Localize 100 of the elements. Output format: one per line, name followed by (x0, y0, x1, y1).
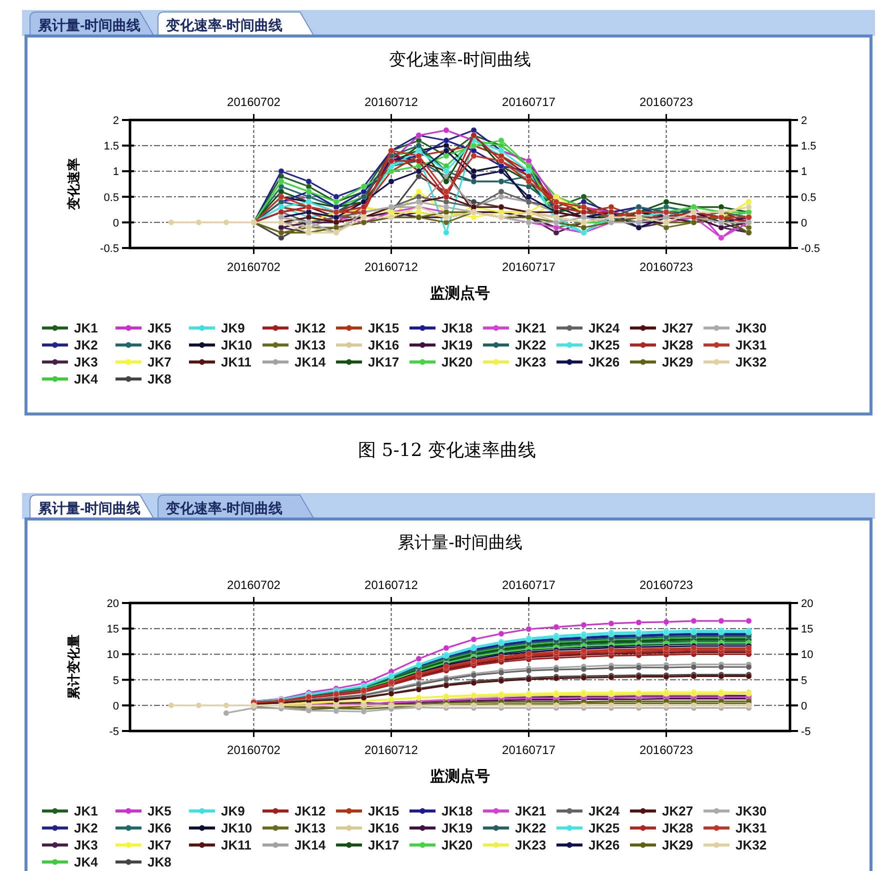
tab: 变化速率-时间曲线 (158, 12, 314, 36)
legend-label: JK3 (74, 354, 98, 370)
legend-label: JK9 (221, 320, 245, 336)
legend-label: JK26 (588, 838, 620, 852)
category-label: 20160723 (640, 743, 693, 757)
legend-label: JK8 (148, 854, 172, 870)
legend-label: JK29 (662, 354, 694, 370)
y-tick-label: 0 (112, 217, 119, 230)
x-axis-title: 监测点号 (430, 768, 490, 785)
legend-label: JK4 (74, 854, 99, 870)
x-tick-label: 20160702 (227, 578, 281, 592)
category-label: 20160712 (364, 743, 418, 757)
legend-label: JK18 (442, 320, 473, 336)
legend-label: JK11 (221, 354, 252, 370)
legend-label: JK27 (662, 320, 694, 336)
category-label: 20160712 (364, 260, 418, 274)
legend-label: JK19 (442, 820, 473, 836)
legend-label: JK32 (736, 838, 767, 852)
x-tick-label: 20160723 (640, 578, 694, 592)
y-tick-label: 20 (106, 598, 119, 610)
legend-label: JK5 (148, 320, 172, 336)
legend-label: JK18 (442, 804, 473, 818)
legend-label: JK8 (148, 372, 172, 386)
legend-label: JK31 (736, 338, 767, 352)
y2-tick-label: 0 (801, 700, 808, 712)
legend-label: JK1 (74, 320, 98, 336)
x-tick-label: 20160723 (640, 95, 694, 109)
legend-label: JK7 (148, 354, 172, 370)
category-label: 20160723 (640, 260, 693, 274)
y-tick-label: -5 (109, 726, 119, 738)
legend-label: JK24 (588, 804, 620, 818)
y2-tick-label: 15 (801, 624, 814, 636)
legend-label: JK25 (588, 820, 620, 836)
y-axis-title: 变化速率 (66, 158, 81, 211)
legend-label: JK10 (221, 820, 252, 836)
legend-label: JK29 (662, 838, 694, 852)
x-axis-title: 监测点号 (430, 285, 490, 302)
legend-label: JK16 (368, 338, 400, 352)
legend-label: JK22 (515, 820, 546, 836)
y2-tick-label: 1 (801, 166, 808, 178)
tab: 累计量-时间曲线 (30, 12, 154, 36)
legend-label: JK32 (736, 354, 767, 370)
legend-label: JK7 (148, 838, 172, 852)
legend-label: JK2 (74, 338, 98, 352)
tab: 累计量-时间曲线 (30, 494, 154, 520)
x-tick-label: 20160712 (364, 578, 418, 592)
legend-label: JK17 (368, 354, 400, 370)
y2-tick-label: 0 (801, 217, 808, 230)
y-tick-label: 2 (112, 115, 119, 127)
y2-tick-label: 2 (801, 115, 808, 127)
legend-label: JK10 (221, 338, 252, 352)
legend-label: JK30 (736, 804, 767, 818)
category-label: 20160702 (227, 260, 280, 274)
x-tick-label: 20160717 (502, 578, 556, 592)
y-tick-label: 1.5 (104, 140, 119, 153)
legend-label: JK13 (294, 820, 326, 836)
category-label: 20160717 (502, 260, 556, 274)
legend-label: JK5 (148, 804, 172, 818)
legend-label: JK23 (515, 838, 546, 852)
legend-label: JK31 (736, 820, 767, 836)
legend-label: JK14 (294, 838, 326, 852)
legend-label: JK21 (515, 804, 546, 818)
legend-label: JK13 (294, 338, 326, 352)
y2-tick-label: 10 (801, 649, 814, 662)
legend-label: JK16 (368, 820, 400, 836)
y-tick-label: 0.5 (104, 192, 119, 204)
category-label: 20160702 (227, 743, 280, 757)
legend-label: JK9 (221, 804, 245, 818)
chart-title: 变化速率-时间曲线 (389, 50, 531, 69)
x-tick-label: 20160712 (364, 95, 418, 109)
y2-tick-label: 20 (801, 598, 814, 610)
legend-label: JK6 (148, 820, 172, 836)
legend-label: JK14 (294, 354, 326, 370)
legend-label: JK20 (442, 838, 473, 852)
legend-label: JK20 (442, 354, 473, 370)
legend-label: JK12 (294, 804, 326, 818)
legend-label: JK15 (368, 804, 400, 818)
legend-label: JK23 (515, 354, 546, 370)
legend-label: JK30 (736, 320, 767, 336)
legend-label: JK25 (588, 338, 620, 352)
legend-label: JK3 (74, 838, 98, 852)
legend-label: JK11 (221, 838, 252, 852)
legend-label: JK1 (74, 804, 98, 818)
y2-tick-label: 1.5 (801, 140, 816, 153)
chart-title: 累计量-时间曲线 (398, 533, 522, 552)
y2-tick-label: -0.5 (801, 243, 820, 255)
y2-tick-label: 5 (801, 674, 808, 687)
legend-label: JK22 (515, 338, 546, 352)
category-label: 20160717 (502, 743, 556, 757)
y2-tick-label: -5 (801, 726, 811, 738)
y-tick-label: 1 (112, 166, 119, 178)
y-axis-title: 累计变化量 (66, 634, 81, 700)
y-tick-label: 15 (106, 624, 119, 636)
legend-label: JK15 (368, 320, 400, 336)
y2-tick-label: 0.5 (801, 192, 816, 204)
legend-label: JK6 (148, 338, 172, 352)
x-tick-label: 20160717 (502, 95, 556, 109)
legend-label: JK27 (662, 804, 694, 818)
legend-label: JK24 (588, 320, 620, 336)
y-tick-label: 5 (112, 674, 119, 687)
